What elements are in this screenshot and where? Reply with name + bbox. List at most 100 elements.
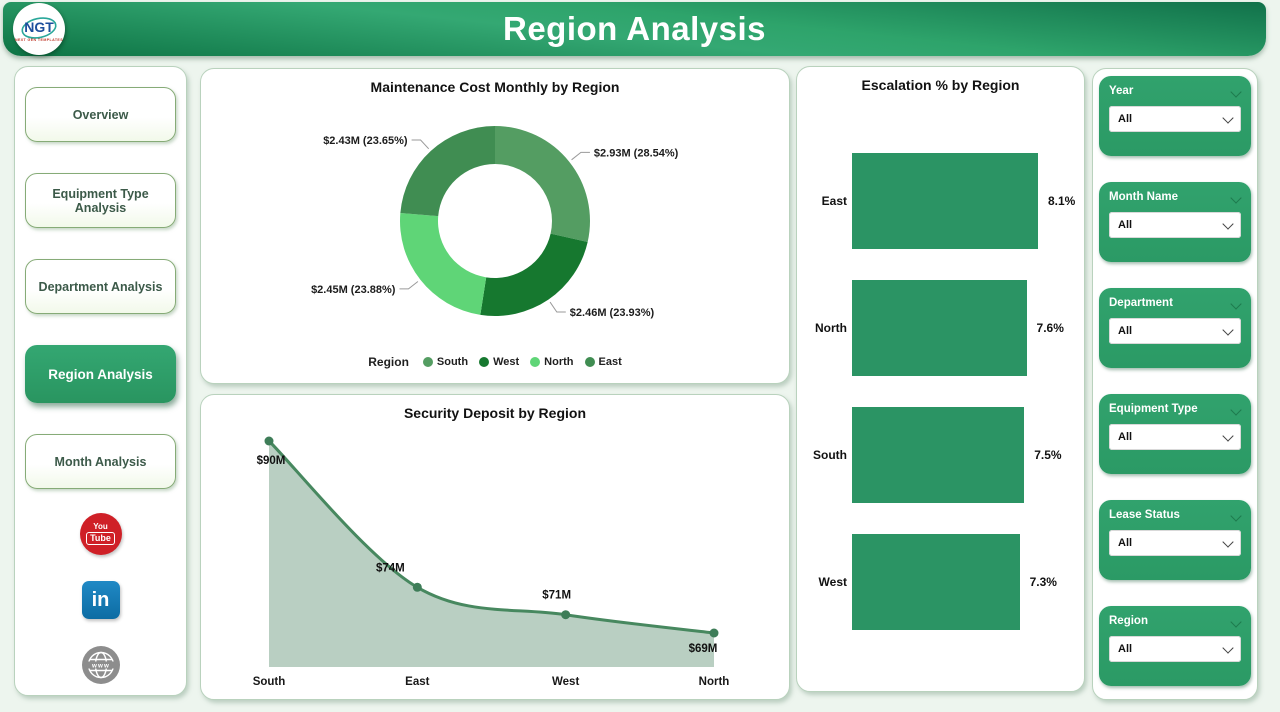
label-connector: [571, 151, 590, 161]
filter-value: All: [1118, 113, 1133, 125]
donut-slice-west[interactable]: [480, 233, 588, 317]
filter-dropdown-department[interactable]: All: [1109, 318, 1241, 344]
bar-chart-title: Escalation % by Region: [861, 77, 1020, 93]
bar-category-label: South: [813, 448, 847, 462]
x-axis-label-north: North: [699, 676, 730, 688]
svg-text:NEXT GEN TEMPLATES: NEXT GEN TEMPLATES: [15, 38, 63, 42]
legend-label: North: [544, 356, 574, 368]
filter-year: Year All: [1099, 76, 1251, 156]
bar-value-label: 7.5%: [1034, 448, 1062, 462]
filter-value: All: [1118, 643, 1133, 655]
data-point-south[interactable]: [264, 436, 274, 446]
filter-dropdown-region[interactable]: All: [1109, 636, 1241, 662]
bar-value-label: 7.3%: [1029, 575, 1057, 589]
filter-department: Department All: [1099, 288, 1251, 368]
chevron-down-icon: [1222, 429, 1234, 442]
legend-label: South: [436, 356, 469, 368]
bar-zone: 8.1%: [852, 153, 1076, 249]
sidebar-item-department-analysis[interactable]: Department Analysis: [25, 259, 176, 314]
filter-label: Department: [1109, 297, 1173, 309]
chevron-down-icon: [1222, 217, 1234, 230]
legend-item-east[interactable]: East: [584, 356, 622, 368]
label-connector: [399, 281, 419, 290]
x-axis-label-west: West: [552, 676, 579, 688]
area-chart-title: Security Deposit by Region: [403, 405, 587, 421]
chevron-down-icon: [1222, 111, 1234, 124]
data-point-west[interactable]: [561, 610, 571, 620]
area-line: [267, 439, 715, 635]
bar-category-label: West: [818, 575, 847, 589]
filter-label: Equipment Type: [1109, 403, 1198, 415]
sidebar-item-month-analysis[interactable]: Month Analysis: [25, 434, 176, 489]
filter-label: Month Name: [1109, 191, 1178, 203]
bar-row-north: North 7.6%: [805, 280, 1076, 376]
data-point-north[interactable]: [709, 628, 719, 638]
bar-category-label: North: [815, 321, 847, 335]
donut-data-label: $2.93M (28.54%): [594, 147, 679, 159]
svg-text:www: www: [90, 663, 109, 670]
bar-category-label: East: [821, 194, 847, 208]
sidebar-item-overview[interactable]: Overview: [25, 87, 176, 142]
website-icon[interactable]: www: [81, 645, 121, 688]
area-data-label: $90M: [257, 455, 286, 467]
donut-data-label: $2.45M (23.88%): [311, 284, 396, 296]
donut-slice-north[interactable]: [400, 212, 487, 315]
chevron-down-icon: [1222, 535, 1234, 548]
data-point-east[interactable]: [412, 582, 422, 592]
youtube-icon[interactable]: You Tube: [79, 513, 122, 555]
donut-data-label: $2.46M (23.93%): [570, 307, 655, 319]
legend-label: West: [493, 356, 520, 368]
filter-dropdown-lease-status[interactable]: All: [1109, 530, 1241, 556]
donut-slice-east[interactable]: [400, 126, 495, 217]
bar-zone: 7.6%: [852, 280, 1076, 376]
area-chart: $90M South $74M East $71M West $69M North: [253, 436, 730, 688]
filter-dropdown-month-name[interactable]: All: [1109, 212, 1241, 238]
filter-dropdown-equipment-type[interactable]: All: [1109, 424, 1241, 450]
area-fill: [269, 441, 714, 667]
filter-cards: Year All Month Name All Department All Equipme…: [1093, 69, 1257, 699]
sidebar-nav: Overview Equipment Type Analysis Departmen…: [14, 66, 187, 696]
social-links: You Tube in www: [15, 513, 186, 688]
filter-value: All: [1118, 219, 1133, 231]
linkedin-icon[interactable]: in: [81, 581, 120, 619]
filter-label: Region: [1109, 615, 1148, 627]
filter-equipment-type: Equipment Type All: [1099, 394, 1251, 474]
bar-south[interactable]: [852, 407, 1025, 503]
filter-label: Lease Status: [1109, 509, 1180, 521]
page-title: Region Analysis: [502, 10, 766, 47]
label-connector: [549, 301, 566, 313]
donut-slice-south[interactable]: [495, 126, 590, 242]
youtube-badge: You Tube: [79, 513, 122, 555]
area-data-label: $71M: [542, 590, 571, 602]
sidebar-item-equipment-type-analysis[interactable]: Equipment Type Analysis: [25, 173, 176, 228]
legend-dot: [422, 357, 433, 367]
app-logo[interactable]: NGT NEXT GEN TEMPLATES: [13, 3, 65, 55]
donut-chart-card: Maintenance Cost Monthly by Region $2.93…: [200, 68, 790, 384]
area-data-label: $74M: [376, 562, 405, 574]
bar-value-label: 8.1%: [1048, 194, 1076, 208]
bar-west[interactable]: [852, 534, 1020, 630]
filter-label: Year: [1109, 85, 1134, 97]
filter-panel: Year All Month Name All Department All Equipme…: [1092, 68, 1258, 700]
ngt-logo-icon: NGT NEXT GEN TEMPLATES: [15, 17, 63, 42]
filter-lease-status: Lease Status All: [1099, 500, 1251, 580]
bar-rows: East 8.1% North 7.6% South 7.5% West 7.3%: [805, 153, 1076, 661]
filter-region: Region All: [1099, 606, 1251, 686]
legend-item-south[interactable]: South: [422, 356, 469, 368]
legend-dot: [479, 357, 490, 367]
legend-item-west[interactable]: West: [479, 356, 519, 368]
chart-legend: Region South West North East: [201, 355, 789, 369]
youtube-line1: You: [93, 522, 108, 531]
legend-label: East: [598, 356, 622, 368]
linkedin-badge: in: [81, 581, 120, 619]
legend-title: Region: [368, 355, 409, 369]
sidebar-item-region-analysis[interactable]: Region Analysis: [25, 345, 176, 403]
bar-east[interactable]: [852, 153, 1038, 249]
filter-dropdown-year[interactable]: All: [1109, 106, 1241, 132]
filter-value: All: [1118, 431, 1133, 443]
bar-north[interactable]: [852, 280, 1027, 376]
bar-row-south: South 7.5%: [805, 407, 1076, 503]
legend-item-north[interactable]: North: [530, 356, 574, 368]
filter-value: All: [1118, 325, 1133, 337]
